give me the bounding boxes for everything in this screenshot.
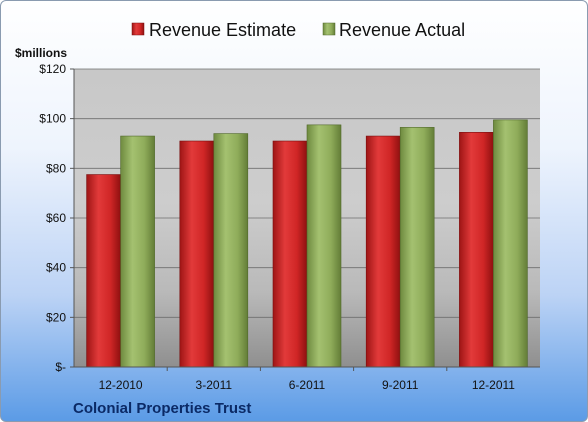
x-tick-label: 12-2011: [472, 378, 515, 392]
company-name: Colonial Properties Trust: [73, 400, 251, 417]
bar-actual-12-2011: [493, 119, 528, 368]
x-tick-label: 9-2011: [382, 378, 419, 392]
legend-label-estimate: Revenue Estimate: [149, 20, 296, 40]
bar-estimate-3-2011: [179, 140, 215, 368]
bar-estimate-12-2011: [459, 132, 494, 368]
x-tick-label: 12-2010: [99, 378, 143, 392]
bar-actual-3-2011: [213, 133, 249, 368]
legend-swatch-actual: [322, 22, 336, 36]
y-tick-label: $120: [39, 62, 66, 76]
x-tick-label: 6-2011: [289, 378, 326, 392]
y-tick-label: $40: [46, 261, 66, 275]
bar-actual-12-2010: [120, 135, 155, 368]
y-tick-label: $80: [46, 161, 66, 175]
bar-estimate-12-2010: [86, 174, 121, 368]
y-tick-labels: $- $20 $40 $60 $80 $100 $120: [39, 62, 66, 374]
bar-actual-9-2011: [399, 127, 435, 368]
legend-label-actual: Revenue Actual: [339, 20, 465, 40]
bar-estimate-9-2011: [365, 135, 401, 368]
y-tick-label: $60: [46, 211, 66, 225]
y-tick-label: $20: [46, 310, 66, 324]
x-tick-label: 3-2011: [196, 378, 233, 392]
bar-actual-6-2011: [306, 124, 342, 368]
y-tick-label: $-: [55, 360, 66, 374]
bars-group: [86, 119, 528, 368]
bar-estimate-6-2011: [272, 140, 308, 368]
legend-swatch-estimate: [131, 22, 145, 36]
legend: Revenue Estimate Revenue Actual: [131, 20, 465, 40]
y-tick-label: $100: [39, 112, 66, 126]
unit-label: $millions: [15, 46, 67, 60]
x-tick-labels: 12-2010 3-2011 6-2011 9-2011 12-2011: [99, 378, 516, 392]
